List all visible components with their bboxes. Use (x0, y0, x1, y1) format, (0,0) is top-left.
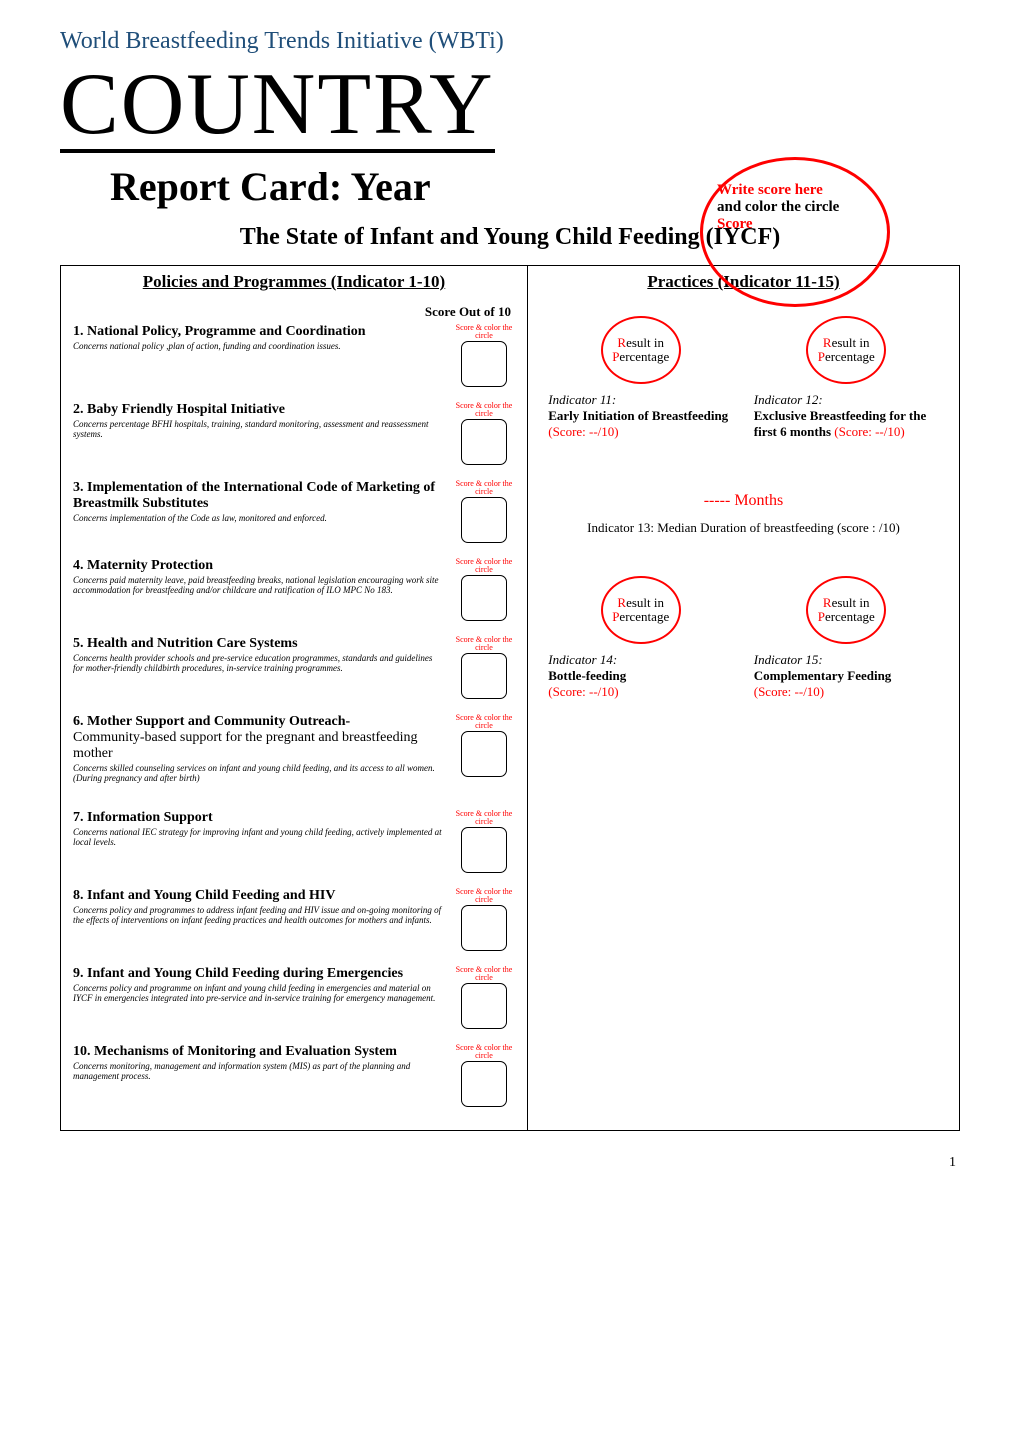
score-hint: Score & color the circle (454, 480, 514, 496)
indicator-6-scorebox[interactable] (461, 731, 507, 777)
indicator-12-block: Result in Percentage Indicator 12: Exclu… (754, 316, 939, 440)
indicator-10-title: 10. Mechanisms of Monitoring and Evaluat… (73, 1044, 443, 1060)
indicator-1-title: 1. National Policy, Programme and Coordi… (73, 324, 443, 340)
circle-line1-rest: esult in (626, 335, 664, 350)
callout-line-1: Write score here (717, 182, 873, 199)
score-callout-circle: Write score here and color the circle Sc… (700, 157, 890, 307)
indicator-7-row: 7. Information Support Concerns national… (61, 806, 527, 884)
indicator-10-scorebox[interactable] (461, 1061, 507, 1107)
left-heading: Policies and Programmes (Indicator 1-10) (61, 266, 527, 302)
callout-line-2: and color the circle (717, 199, 873, 216)
indicator-8-scorebox[interactable] (461, 905, 507, 951)
indicator-11-label: Indicator 11: (548, 392, 733, 408)
indicator-7-desc: Concerns national IEC strategy for impro… (73, 827, 443, 848)
score-hint: Score & color the circle (454, 810, 514, 826)
indicator-6-title: 6. Mother Support and Community Outreach… (73, 714, 443, 730)
indicator-4-title: 4. Maternity Protection (73, 558, 443, 574)
indicator-14-label: Indicator 14: (548, 652, 733, 668)
indicator-12-label: Indicator 12: (754, 392, 939, 408)
indicator-15-circle[interactable]: Result in Percentage (806, 576, 886, 644)
score-hint: Score & color the circle (454, 636, 514, 652)
practice-pair-11-12: Result in Percentage Indicator 11: Early… (528, 302, 959, 448)
indicator-6-row: 6. Mother Support and Community Outreach… (61, 710, 527, 806)
indicator-12-circle[interactable]: Result in Percentage (806, 316, 886, 384)
indicator-1-scorebox[interactable] (461, 341, 507, 387)
indicator-14-circle[interactable]: Result in Percentage (601, 576, 681, 644)
indicator-8-row: 8. Infant and Young Child Feeding and HI… (61, 884, 527, 962)
indicator-2-row: 2. Baby Friendly Hospital Initiative Con… (61, 398, 527, 476)
indicator-13-text: Indicator 13: Median Duration of breastf… (538, 520, 949, 536)
indicator-8-desc: Concerns policy and programmes to addres… (73, 905, 443, 926)
main-box: Policies and Programmes (Indicator 1-10)… (60, 265, 960, 1131)
indicator-15-name: Complementary Feeding (754, 668, 939, 684)
months-value: ----- Months (538, 492, 949, 510)
score-hint: Score & color the circle (454, 888, 514, 904)
indicator-3-title: 3. Implementation of the International C… (73, 480, 443, 512)
page-number: 1 (60, 1155, 960, 1171)
right-column: Practices (Indicator 11-15) Result in Pe… (528, 266, 959, 1130)
indicator-6-title2: Community-based support for the pregnant… (73, 730, 443, 762)
score-hint: Score & color the circle (454, 714, 514, 730)
left-column: Policies and Programmes (Indicator 1-10)… (61, 266, 528, 1130)
indicator-6-desc: Concerns skilled counseling services on … (73, 763, 443, 784)
callout-line-3: Score (717, 216, 873, 233)
indicator-15-block: Result in Percentage Indicator 15: Compl… (754, 576, 939, 700)
indicator-7-scorebox[interactable] (461, 827, 507, 873)
practice-pair-14-15: Result in Percentage Indicator 14: Bottl… (528, 562, 959, 708)
indicator-5-desc: Concerns health provider schools and pre… (73, 653, 443, 674)
indicator-11-name: Early Initiation of Breastfeeding (548, 408, 728, 423)
indicator-3-row: 3. Implementation of the International C… (61, 476, 527, 554)
score-hint: Score & color the circle (454, 966, 514, 982)
indicator-5-title: 5. Health and Nutrition Care Systems (73, 636, 443, 652)
indicator-9-row: 9. Infant and Young Child Feeding during… (61, 962, 527, 1040)
indicator-9-desc: Concerns policy and programme on infant … (73, 983, 443, 1004)
indicator-5-scorebox[interactable] (461, 653, 507, 699)
indicator-1-row: 1. National Policy, Programme and Coordi… (61, 320, 527, 398)
indicator-10-desc: Concerns monitoring, management and info… (73, 1061, 443, 1082)
pre-title: World Breastfeeding Trends Initiative (W… (60, 28, 960, 55)
indicator-11-block: Result in Percentage Indicator 11: Early… (548, 316, 733, 440)
indicator-5-row: 5. Health and Nutrition Care Systems Con… (61, 632, 527, 710)
indicator-4-scorebox[interactable] (461, 575, 507, 621)
indicator-4-desc: Concerns paid maternity leave, paid brea… (73, 575, 443, 596)
indicator-1-desc: Concerns national policy ,plan of action… (73, 341, 443, 351)
indicator-14-name: Bottle-feeding (548, 668, 733, 684)
indicator-14-block: Result in Percentage Indicator 14: Bottl… (548, 576, 733, 700)
score-hint: Score & color the circle (454, 1044, 514, 1060)
indicator-11-circle[interactable]: Result in Percentage (601, 316, 681, 384)
indicator-2-title: 2. Baby Friendly Hospital Initiative (73, 402, 443, 418)
score-out-of-10: Score Out of 10 (61, 304, 527, 320)
indicator-12-score: (Score: --/10) (834, 424, 904, 439)
indicator-11-score: (Score: --/10) (548, 424, 618, 439)
indicator-15-label: Indicator 15: (754, 652, 939, 668)
score-hint: Score & color the circle (454, 402, 514, 418)
indicator-7-title: 7. Information Support (73, 810, 443, 826)
score-hint: Score & color the circle (454, 324, 514, 340)
indicator-14-score: (Score: --/10) (548, 684, 733, 700)
indicator-8-title: 8. Infant and Young Child Feeding and HI… (73, 888, 443, 904)
indicator-2-desc: Concerns percentage BFHI hospitals, trai… (73, 419, 443, 440)
indicator-10-row: 10. Mechanisms of Monitoring and Evaluat… (61, 1040, 527, 1118)
indicator-2-scorebox[interactable] (461, 419, 507, 465)
indicator-13-block: ----- Months Indicator 13: Median Durati… (528, 478, 959, 542)
indicator-3-desc: Concerns implementation of the Code as l… (73, 513, 443, 523)
indicator-9-scorebox[interactable] (461, 983, 507, 1029)
indicator-9-title: 9. Infant and Young Child Feeding during… (73, 966, 443, 982)
circle-line2-rest: ercentage (619, 349, 669, 364)
indicator-15-score: (Score: --/10) (754, 684, 939, 700)
indicator-3-scorebox[interactable] (461, 497, 507, 543)
indicator-4-row: 4. Maternity Protection Concerns paid ma… (61, 554, 527, 632)
score-hint: Score & color the circle (454, 558, 514, 574)
country-title: COUNTRY (60, 61, 495, 153)
